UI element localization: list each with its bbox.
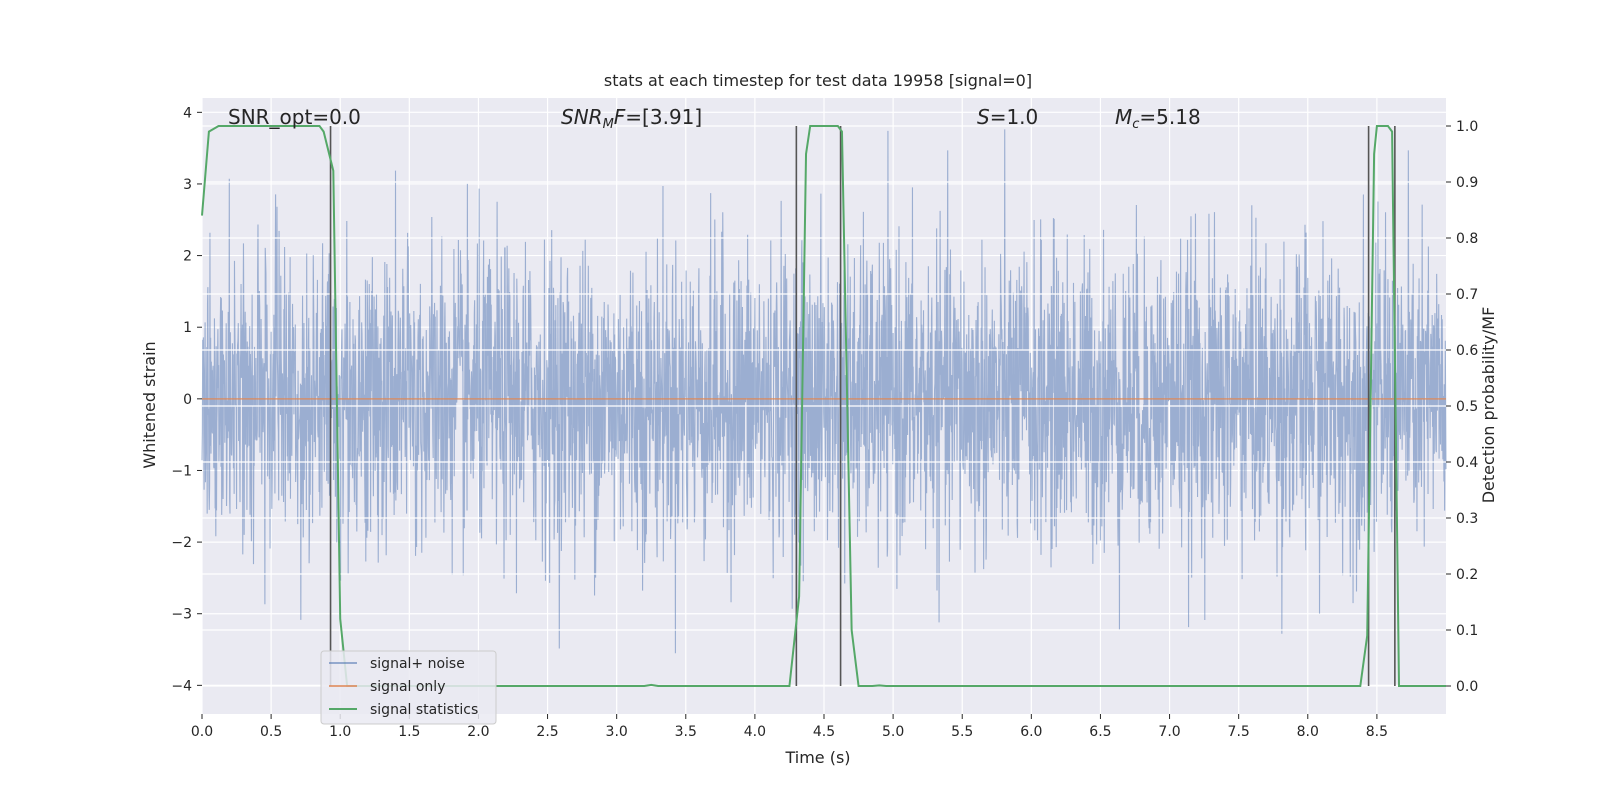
y-right-tick-label-0: 1.0 [1456, 119, 1478, 135]
y-left-tick-label-8: −4 [171, 678, 192, 694]
y-left-tick-label-6: −2 [171, 535, 192, 551]
legend-label-signal-only: signal only [370, 679, 445, 695]
x-tick-label-5: 2.5 [536, 724, 558, 740]
y-right-tick-label-10: 0.0 [1456, 679, 1478, 695]
x-tick-label-17: 8.5 [1366, 724, 1388, 740]
y-left-tick-label-0: 4 [183, 105, 192, 121]
y-right-tick-label-2: 0.8 [1456, 231, 1478, 247]
y-right-tick-label-6: 0.4 [1456, 455, 1478, 471]
x-tick-label-11: 5.5 [951, 724, 973, 740]
legend: signal+ noise signal only signal statist… [320, 650, 497, 725]
y-right-tick-label-4: 0.6 [1456, 343, 1478, 359]
y-right-tick-label-1: 0.9 [1456, 175, 1478, 191]
annotation-snr-mf: SNRMF=[3.91] [561, 105, 702, 132]
tick-labels: 0.0 0.5 1.0 1.5 2.0 2.5 3.0 3.5 4.0 4.5 5.0 5.5 6.0 6… [171, 105, 1478, 740]
annotation-snr-opt: SNR_opt=0.0 [228, 105, 361, 129]
annotation-mc: Mc=5.18 [1115, 105, 1201, 132]
legend-label-signal-plus-noise: signal+ noise [370, 656, 465, 672]
x-tick-label-12: 6.0 [1020, 724, 1042, 740]
x-tick-label-15: 7.5 [1228, 724, 1250, 740]
y-right-tick-label-7: 0.3 [1456, 511, 1478, 527]
y-left-tick-label-4: 0 [183, 392, 192, 408]
y-left-tick-label-2: 2 [183, 249, 192, 265]
x-tick-label-13: 6.5 [1089, 724, 1111, 740]
x-tick-label-4: 2.0 [467, 724, 489, 740]
series-signal-plus-noise [201, 129, 1447, 654]
x-tick-label-8: 4.0 [744, 724, 766, 740]
y-left-tick-label-1: 3 [183, 177, 192, 193]
legend-box [320, 650, 497, 725]
y-axis-left-label: Whitened strain [140, 341, 159, 468]
x-tick-label-10: 5.0 [882, 724, 904, 740]
x-tick-label-1: 0.5 [260, 724, 282, 740]
x-tick-label-6: 3.0 [606, 724, 628, 740]
x-tick-label-16: 8.0 [1297, 724, 1319, 740]
y-left-tick-label-5: −1 [171, 463, 192, 479]
chart-title: stats at each timestep for test data 199… [604, 71, 1032, 90]
y-right-tick-label-8: 0.2 [1456, 567, 1478, 583]
x-tick-label-14: 7.0 [1158, 724, 1180, 740]
x-tick-label-9: 4.5 [813, 724, 835, 740]
noise-line [201, 129, 1447, 654]
x-tick-label-2: 1.0 [329, 724, 351, 740]
y-right-tick-label-9: 0.1 [1456, 623, 1478, 639]
y-axis-right-label: Detection probability/MF [1479, 307, 1498, 504]
annotation-snr-mf-value: =[3.91] [625, 105, 702, 129]
annotation-s: S=1.0 [977, 105, 1038, 129]
annotation-s-value: =1.0 [990, 105, 1039, 129]
y-right-tick-label-5: 0.5 [1456, 399, 1478, 415]
signal-statistics-line [201, 125, 1446, 687]
x-tick-label-0: 0.0 [191, 724, 213, 740]
annotation-mc-value: =5.18 [1139, 105, 1200, 129]
y-right-tick-label-3: 0.7 [1456, 287, 1478, 303]
series-signal-statistics [201, 125, 1446, 687]
y-left-tick-label-3: 1 [183, 320, 192, 336]
x-tick-label-7: 3.5 [675, 724, 697, 740]
y-left-tick-label-7: −3 [171, 607, 192, 623]
x-axis-label: Time (s) [784, 748, 850, 767]
x-tick-label-3: 1.5 [398, 724, 420, 740]
legend-label-signal-statistics: signal statistics [370, 702, 478, 718]
